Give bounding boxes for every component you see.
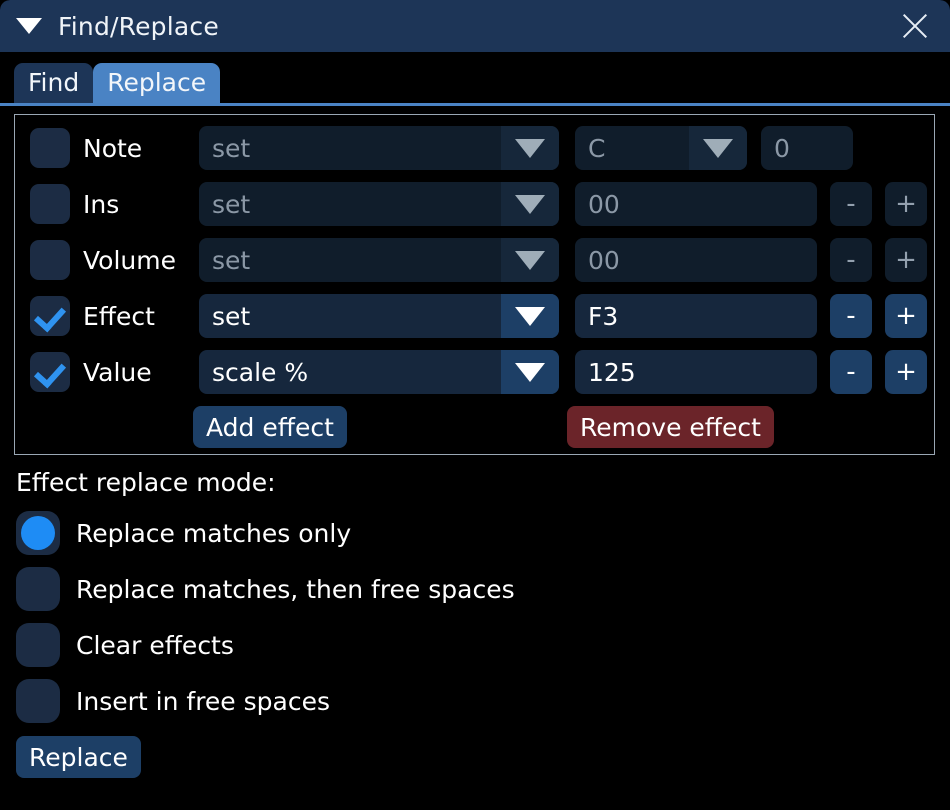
note-octave-input[interactable]: 0 <box>761 126 853 170</box>
volume-value-input[interactable]: 00 <box>575 238 817 282</box>
value-decrement-button[interactable]: - <box>830 350 872 394</box>
replace-button[interactable]: Replace <box>16 736 141 778</box>
effect-operation-value: set <box>212 301 251 331</box>
ins-decrement-button[interactable]: - <box>830 182 872 226</box>
note-name-dropdown[interactable]: C <box>575 126 747 170</box>
effect-replace-mode-title: Effect replace mode: <box>16 468 276 497</box>
value-increment-button[interactable]: + <box>885 350 927 394</box>
checkbox-note[interactable] <box>30 128 70 168</box>
close-icon[interactable] <box>894 5 936 47</box>
volume-operation-value: set <box>212 245 251 275</box>
window-title: Find/Replace <box>58 11 219 41</box>
radio-indicator[interactable] <box>16 679 60 723</box>
triangle-down-icon[interactable] <box>16 18 42 34</box>
value-value-input[interactable]: 125 <box>575 350 817 394</box>
ins-increment-button[interactable]: + <box>885 182 927 226</box>
value-operation-value: scale % <box>212 357 309 387</box>
window-titlebar: Find/Replace <box>0 0 950 52</box>
effect-decrement-button[interactable]: - <box>830 294 872 338</box>
radio-label: Replace matches, then free spaces <box>76 574 515 604</box>
tab-replace[interactable]: Replace <box>93 63 221 106</box>
radio-indicator[interactable] <box>16 511 60 555</box>
effect-increment-button[interactable]: + <box>885 294 927 338</box>
checkbox-volume[interactable] <box>30 240 70 280</box>
label-effect: Effect <box>83 301 155 331</box>
chevron-down-icon <box>501 350 559 394</box>
note-operation-value: set <box>212 133 251 163</box>
value-operation-dropdown[interactable]: scale % <box>199 350 559 394</box>
tab-find[interactable]: Find <box>14 63 94 106</box>
effect-value-input[interactable]: F3 <box>575 294 817 338</box>
chevron-down-icon <box>689 126 747 170</box>
note-operation-dropdown[interactable]: set <box>199 126 559 170</box>
tab-underline <box>0 103 950 106</box>
radio-label: Replace matches only <box>76 518 352 548</box>
chevron-down-icon <box>501 238 559 282</box>
note-name-value: C <box>588 133 606 163</box>
label-value: Value <box>83 357 152 387</box>
volume-decrement-button[interactable]: - <box>830 238 872 282</box>
effect-operation-dropdown[interactable]: set <box>199 294 559 338</box>
radio-indicator[interactable] <box>16 567 60 611</box>
tab-bar: Find Replace <box>0 52 950 106</box>
label-volume: Volume <box>83 245 176 275</box>
checkbox-effect[interactable] <box>30 296 70 336</box>
effect-action-row: Add effect Remove effect <box>15 405 934 449</box>
row-effect: Effect set F3 - + <box>15 293 934 339</box>
checkbox-ins[interactable] <box>30 184 70 224</box>
volume-operation-dropdown[interactable]: set <box>199 238 559 282</box>
radio-option-insert-in-free-spaces[interactable]: Insert in free spaces <box>16 678 330 724</box>
chevron-down-icon <box>501 294 559 338</box>
ins-value-input[interactable]: 00 <box>575 182 817 226</box>
radio-option-replace-then-free-spaces[interactable]: Replace matches, then free spaces <box>16 566 515 612</box>
radio-indicator[interactable] <box>16 623 60 667</box>
ins-operation-dropdown[interactable]: set <box>199 182 559 226</box>
row-note: Note set C 0 <box>15 125 934 171</box>
label-note: Note <box>83 133 143 163</box>
label-ins: Ins <box>83 189 120 219</box>
chevron-down-icon <box>501 182 559 226</box>
add-effect-button[interactable]: Add effect <box>193 406 347 448</box>
replace-fields-group: Note set C 0 Ins set 00 - + <box>14 114 935 455</box>
checkbox-value[interactable] <box>30 352 70 392</box>
volume-increment-button[interactable]: + <box>885 238 927 282</box>
radio-option-replace-matches-only[interactable]: Replace matches only <box>16 510 351 556</box>
ins-operation-value: set <box>212 189 251 219</box>
radio-label: Insert in free spaces <box>76 686 330 716</box>
row-volume: Volume set 00 - + <box>15 237 934 283</box>
radio-label: Clear effects <box>76 630 234 660</box>
row-ins: Ins set 00 - + <box>15 181 934 227</box>
chevron-down-icon <box>501 126 559 170</box>
radio-option-clear-effects[interactable]: Clear effects <box>16 622 234 668</box>
remove-effect-button[interactable]: Remove effect <box>567 406 774 448</box>
row-value: Value scale % 125 - + <box>15 349 934 395</box>
